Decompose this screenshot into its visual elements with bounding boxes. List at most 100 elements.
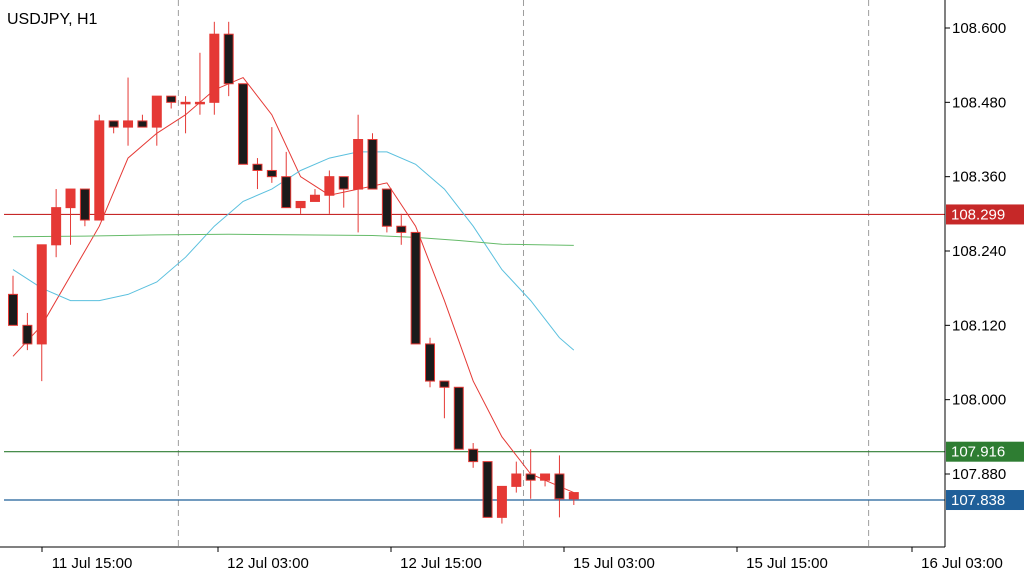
candle-body: [353, 139, 364, 190]
candle: [8, 275, 18, 326]
candle-body: [22, 324, 33, 345]
price-tick-label: 108.360: [952, 169, 1006, 186]
price-tag-label: 108.299: [951, 206, 1005, 223]
price-tick-label: 108.480: [952, 94, 1006, 111]
candles: [8, 21, 579, 524]
price-tag: 107.838: [946, 490, 1024, 511]
time-tick-label: 12 Jul 15:00: [400, 555, 482, 572]
candle-body: [137, 120, 148, 128]
candle-body: [65, 188, 76, 209]
candle: [525, 449, 536, 499]
candle: [36, 244, 47, 382]
time-axis: 11 Jul 15:00 12 Jul 03:00 12 Jul 15:00 15 J…: [41, 547, 1003, 572]
candle-body: [281, 176, 292, 209]
candle: [281, 151, 292, 209]
candle-body: [209, 33, 220, 103]
candle-body: [194, 101, 205, 105]
candle-body: [496, 485, 507, 518]
candle-body: [425, 343, 436, 382]
ma-line: [12, 76, 574, 494]
candle-body: [367, 139, 378, 190]
candle: [194, 52, 205, 115]
ma-line: [12, 233, 574, 246]
candle: [51, 189, 62, 258]
candle-body: [568, 492, 579, 500]
candle: [108, 120, 119, 134]
candle-body: [482, 461, 493, 518]
candle: [137, 114, 148, 128]
candle: [453, 386, 464, 450]
candle: [180, 96, 191, 134]
candle-body: [123, 120, 134, 128]
candle: [94, 114, 105, 221]
candle: [324, 170, 335, 214]
price-axis: 108.600 108.480 108.360 108.240 108.120 108.0…: [945, 20, 1006, 483]
candle-body: [223, 33, 234, 85]
day-separators: [177, 0, 870, 547]
candle-body: [396, 225, 407, 233]
chart-title: USDJPY, H1: [7, 11, 98, 28]
candle: [439, 380, 450, 419]
candle: [151, 95, 162, 146]
candle: [511, 461, 522, 493]
candle-body: [309, 194, 320, 202]
candle: [166, 95, 177, 109]
candle: [468, 443, 479, 468]
candle-body: [324, 176, 335, 196]
time-tick-label: 15 Jul 15:00: [746, 555, 828, 572]
candle-body: [266, 169, 277, 178]
candle: [353, 114, 364, 233]
candle-body: [525, 473, 536, 481]
candle: [410, 231, 421, 345]
candle-body: [295, 200, 306, 209]
candle-body: [238, 83, 249, 165]
candle-body: [51, 207, 62, 246]
candle: [496, 485, 507, 524]
candle-body: [36, 244, 47, 345]
candle: [482, 461, 493, 518]
price-tick-label: 108.000: [952, 392, 1006, 409]
candle-body: [338, 176, 349, 190]
candle-body: [554, 473, 565, 500]
time-tick-label: 11 Jul 15:00: [52, 555, 133, 572]
price-tick-label: 108.240: [952, 243, 1006, 260]
price-tags: 108.299 107.916 107.838: [946, 204, 1024, 511]
candle-body: [381, 188, 392, 227]
candle: [396, 213, 407, 245]
price-tag-box: [946, 490, 1024, 511]
candle: [123, 77, 134, 146]
price-tick-label: 108.120: [952, 317, 1006, 334]
candle-body: [540, 473, 551, 481]
candle: [540, 473, 551, 487]
candle: [425, 337, 436, 388]
candle: [338, 176, 349, 208]
price-tag: 107.916: [946, 441, 1024, 462]
price-tag: 108.299: [946, 204, 1024, 225]
candle: [309, 189, 320, 202]
candle: [568, 492, 579, 505]
candle: [252, 158, 263, 190]
candle: [554, 455, 565, 518]
price-tag-box: [946, 204, 1024, 225]
candle-body: [79, 188, 90, 221]
candle-body: [108, 120, 119, 128]
candle: [22, 312, 33, 351]
candle-body: [94, 120, 105, 221]
time-tick-label: 16 Jul 03:00: [921, 555, 1003, 572]
candle-body: [511, 473, 522, 487]
candle: [223, 21, 234, 97]
candle: [79, 188, 90, 227]
price-tick-label: 108.600: [952, 20, 1006, 37]
candle: [381, 188, 392, 233]
time-tick-label: 12 Jul 03:00: [227, 555, 309, 572]
candle: [266, 127, 277, 183]
candle: [367, 133, 378, 190]
price-tag-label: 107.838: [951, 492, 1005, 509]
price-tick-label: 107.880: [952, 466, 1006, 483]
candle-body: [453, 386, 464, 450]
candle: [238, 83, 249, 165]
ma-line: [12, 151, 575, 351]
candle-body: [468, 448, 479, 463]
candle: [295, 200, 306, 214]
